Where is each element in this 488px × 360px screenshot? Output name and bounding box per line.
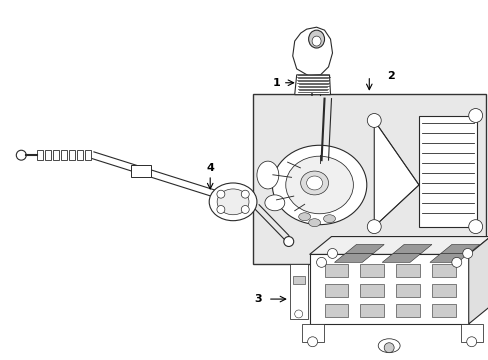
Ellipse shape: [264, 195, 284, 211]
Circle shape: [327, 248, 337, 258]
Circle shape: [241, 206, 249, 213]
Bar: [61, 150, 67, 160]
Bar: [85, 150, 91, 160]
Bar: [252, 94, 485, 264]
Polygon shape: [309, 255, 468, 324]
Bar: [482, 288, 488, 306]
Bar: [395, 264, 419, 277]
Bar: [360, 264, 384, 277]
Circle shape: [217, 206, 224, 213]
Bar: [395, 304, 419, 317]
Ellipse shape: [308, 30, 324, 48]
Circle shape: [366, 220, 381, 234]
Bar: [418, 116, 476, 227]
Polygon shape: [429, 253, 468, 262]
Bar: [395, 284, 419, 297]
Ellipse shape: [377, 339, 399, 353]
Ellipse shape: [308, 219, 320, 227]
Circle shape: [283, 237, 293, 247]
Ellipse shape: [272, 145, 366, 225]
Ellipse shape: [300, 171, 328, 195]
Bar: [301, 324, 323, 342]
Ellipse shape: [256, 161, 278, 189]
Bar: [323, 288, 345, 306]
Text: 4: 4: [206, 163, 214, 173]
Bar: [37, 150, 43, 160]
Text: 1: 1: [272, 78, 280, 88]
Bar: [431, 264, 455, 277]
Polygon shape: [309, 237, 488, 255]
Circle shape: [294, 310, 302, 318]
Circle shape: [468, 109, 482, 122]
Bar: [431, 284, 455, 297]
Ellipse shape: [285, 156, 353, 214]
Circle shape: [384, 343, 393, 353]
Polygon shape: [382, 253, 420, 262]
Text: 3: 3: [254, 294, 261, 304]
Ellipse shape: [209, 183, 256, 221]
Polygon shape: [440, 244, 479, 253]
Bar: [324, 264, 347, 277]
Text: 2: 2: [386, 71, 394, 81]
Circle shape: [451, 257, 461, 267]
Circle shape: [468, 220, 482, 234]
Ellipse shape: [217, 189, 248, 215]
Bar: [292, 276, 304, 284]
Polygon shape: [294, 75, 330, 95]
Bar: [460, 324, 482, 342]
Bar: [289, 264, 307, 319]
Bar: [431, 304, 455, 317]
Ellipse shape: [306, 176, 322, 190]
Polygon shape: [334, 253, 372, 262]
Polygon shape: [373, 121, 418, 227]
Circle shape: [307, 337, 317, 347]
Circle shape: [241, 190, 249, 198]
Circle shape: [316, 257, 326, 267]
Bar: [77, 150, 83, 160]
Ellipse shape: [323, 215, 335, 223]
Circle shape: [217, 190, 224, 198]
Circle shape: [16, 150, 26, 160]
Ellipse shape: [298, 213, 310, 221]
Bar: [324, 284, 347, 297]
Polygon shape: [468, 237, 488, 324]
Circle shape: [462, 248, 472, 258]
Circle shape: [466, 337, 476, 347]
Bar: [53, 150, 59, 160]
Bar: [130, 165, 150, 177]
Polygon shape: [292, 27, 332, 76]
Bar: [360, 284, 384, 297]
Polygon shape: [345, 244, 384, 253]
Bar: [45, 150, 51, 160]
Polygon shape: [392, 244, 431, 253]
Bar: [324, 304, 347, 317]
Bar: [69, 150, 75, 160]
Ellipse shape: [311, 36, 321, 46]
Circle shape: [366, 113, 381, 127]
Bar: [360, 304, 384, 317]
